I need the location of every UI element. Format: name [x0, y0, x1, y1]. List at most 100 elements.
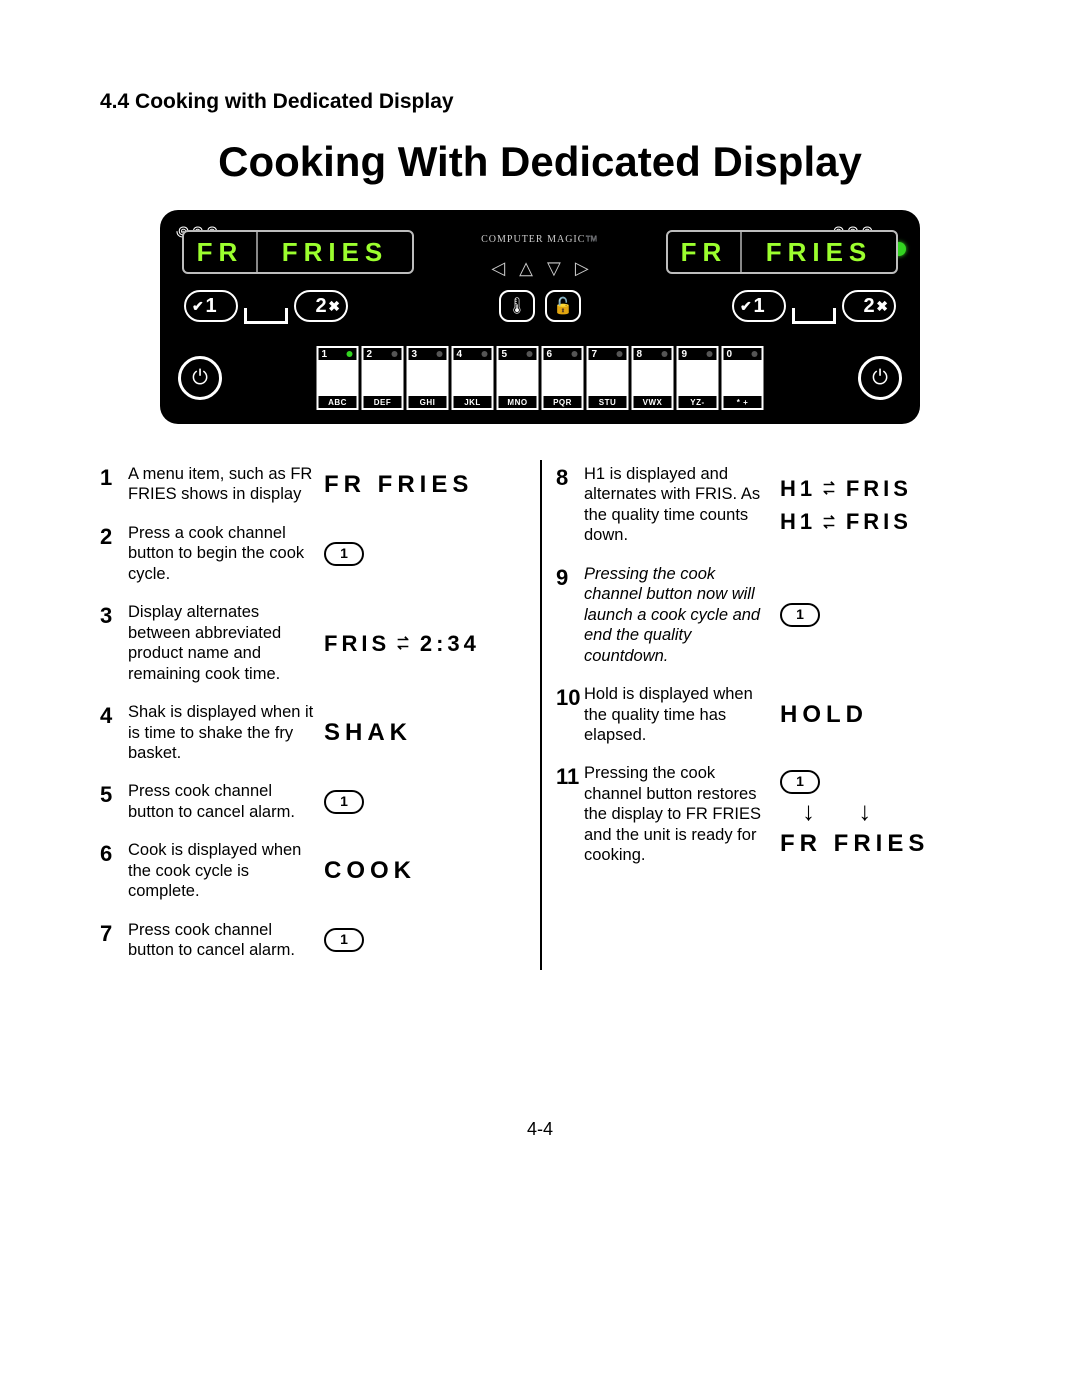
cook-channel-chip[interactable]: 1	[780, 603, 820, 627]
step-graphic: SHAK	[318, 702, 530, 763]
key-number: 8	[632, 346, 674, 360]
cook-channel-2-left[interactable]: 2 ✖	[294, 290, 348, 322]
key-letters: GHI	[407, 396, 449, 410]
step-text: Pressing the cook channel button restore…	[584, 763, 774, 865]
keypad-key-1[interactable]: 1ABC	[317, 346, 359, 410]
lcd-right-cell-2: FRIES	[742, 232, 896, 272]
step-10: 10Hold is displayed when the quality tim…	[556, 684, 980, 745]
key-status-dot	[617, 351, 623, 357]
cook-channel-1-left[interactable]: ✔ 1	[184, 290, 238, 322]
step-graphic: 1	[774, 564, 980, 666]
control-panel-illustration: ꩜꩜꩜ ꩜꩜꩜ FR FRIES FR FRIES COMPUTER MAGIC…	[160, 210, 920, 424]
unlock-icon: 🔓	[553, 296, 573, 316]
key-status-dot	[347, 351, 353, 357]
key-face	[497, 360, 539, 396]
page-title: Cooking With Dedicated Display	[100, 138, 980, 186]
display-swap: H1⇀↽FRIS	[780, 475, 912, 502]
display-swap: H1⇀↽FRIS	[780, 508, 912, 535]
cook-channel-chip[interactable]: 1	[780, 770, 820, 794]
step-number: 3	[100, 602, 128, 684]
swap-arrows-icon: ⇀↽	[397, 636, 413, 650]
cook-channel-row-left: ✔ 1 2 ✖	[184, 290, 348, 322]
step-text: Shak is displayed when it is time to sha…	[128, 702, 318, 763]
arrow-left-icon[interactable]: ◁	[491, 258, 505, 279]
key-status-dot	[482, 351, 488, 357]
swap-arrows-icon: ⇀↽	[823, 515, 839, 529]
keypad-key-5[interactable]: 5 MNO	[497, 346, 539, 410]
display-text: FR FRIES	[780, 829, 929, 859]
cook-channel-chip[interactable]: 1	[324, 928, 364, 952]
section-heading: 4.4 Cooking with Dedicated Display	[100, 90, 980, 114]
step-number: 9	[556, 564, 584, 666]
step-text: A menu item, such as FR FRIES shows in d…	[128, 464, 318, 505]
key-status-dot	[662, 351, 668, 357]
dial-label: 2	[315, 295, 326, 318]
keypad-key-7[interactable]: 7 STU	[587, 346, 629, 410]
step-5: 5Press cook channel button to cancel ala…	[100, 781, 530, 822]
keypad-key-6[interactable]: 6PQR	[542, 346, 584, 410]
step-number: 11	[556, 763, 584, 865]
power-button-left[interactable]: ⏻	[178, 356, 222, 400]
key-letters: * +	[722, 396, 764, 410]
power-button-right[interactable]: ⏻	[858, 356, 902, 400]
dial-connector	[792, 308, 836, 324]
key-status-dot	[437, 351, 443, 357]
step-text: Cook is displayed when the cook cycle is…	[128, 840, 318, 901]
step-text: Display alternates between abbreviated p…	[128, 602, 318, 684]
key-letters: VWX	[632, 396, 674, 410]
lcd-display-right: FR FRIES	[666, 230, 898, 274]
arrow-up-icon[interactable]: △	[519, 258, 533, 279]
unlock-button[interactable]: 🔓	[545, 290, 581, 322]
keypad-key-4[interactable]: 4JKL	[452, 346, 494, 410]
keypad-key-9[interactable]: 9YZ-	[677, 346, 719, 410]
dial-label: 1	[205, 295, 216, 318]
key-number: 3	[407, 346, 449, 360]
arrow-down-icon[interactable]: ▽	[547, 258, 561, 279]
key-letters: ABC	[317, 396, 359, 410]
key-status-dot	[752, 351, 758, 357]
check-icon: ✔	[192, 298, 204, 315]
key-face	[362, 360, 404, 396]
cook-channel-2-right[interactable]: 2 ✖	[842, 290, 896, 322]
key-number: 0	[722, 346, 764, 360]
cook-channel-chip[interactable]: 1	[324, 542, 364, 566]
key-letters: MNO	[497, 396, 539, 410]
power-icon: ⏻	[192, 367, 208, 390]
swap-arrows-icon: ⇀↽	[823, 481, 839, 495]
step-number: 4	[100, 702, 128, 763]
step-9: 9Pressing the cook channel button now wi…	[556, 564, 980, 666]
arrow-pad[interactable]: ◁ △ ▽ ▷	[491, 258, 588, 279]
step-number: 6	[100, 840, 128, 901]
keypad-key-3[interactable]: 3 GHI	[407, 346, 449, 410]
key-face	[632, 360, 674, 396]
dial-label: 1	[753, 295, 764, 318]
step-4: 4Shak is displayed when it is time to sh…	[100, 702, 530, 763]
steps-column-right: 8H1 is displayed and alternates with FRI…	[540, 452, 980, 979]
step-graphic: H1⇀↽FRIS H1⇀↽FRIS	[774, 464, 980, 546]
keypad-key-0[interactable]: 0 * +	[722, 346, 764, 410]
keypad-key-8[interactable]: 8 VWX	[632, 346, 674, 410]
key-number: 7	[587, 346, 629, 360]
step-7: 7Press cook channel button to cancel ala…	[100, 920, 530, 961]
step-number: 5	[100, 781, 128, 822]
numeric-keypad: 1ABC2DEF3 GHI4JKL5 MNO6PQR7 STU 8 VWX9YZ-0 * +	[317, 346, 764, 410]
cook-channel-chip[interactable]: 1	[324, 790, 364, 814]
instruction-columns: 1 A menu item, such as FR FRIES shows in …	[100, 452, 980, 979]
arrow-right-icon[interactable]: ▷	[575, 258, 589, 279]
step-graphic: FRIS⇀↽2:34	[318, 602, 530, 684]
key-number: 5	[497, 346, 539, 360]
keypad-key-2[interactable]: 2DEF	[362, 346, 404, 410]
key-letters: STU	[587, 396, 629, 410]
key-number: 2	[362, 346, 404, 360]
display-text: FR FRIES	[324, 470, 473, 500]
key-number: 9	[677, 346, 719, 360]
lcd-right-cell-1: FR	[668, 232, 742, 272]
cook-channel-1-right[interactable]: ✔ 1	[732, 290, 786, 322]
key-letters: JKL	[452, 396, 494, 410]
lcd-left-cell-1: FR	[184, 232, 258, 272]
temperature-button[interactable]: 🌡	[499, 290, 535, 322]
step-text: H1 is displayed and alternates with FRIS…	[584, 464, 774, 546]
step-number: 10	[556, 684, 584, 745]
lcd-left-cell-2: FRIES	[258, 232, 412, 272]
page-number: 4-4	[100, 1119, 980, 1140]
